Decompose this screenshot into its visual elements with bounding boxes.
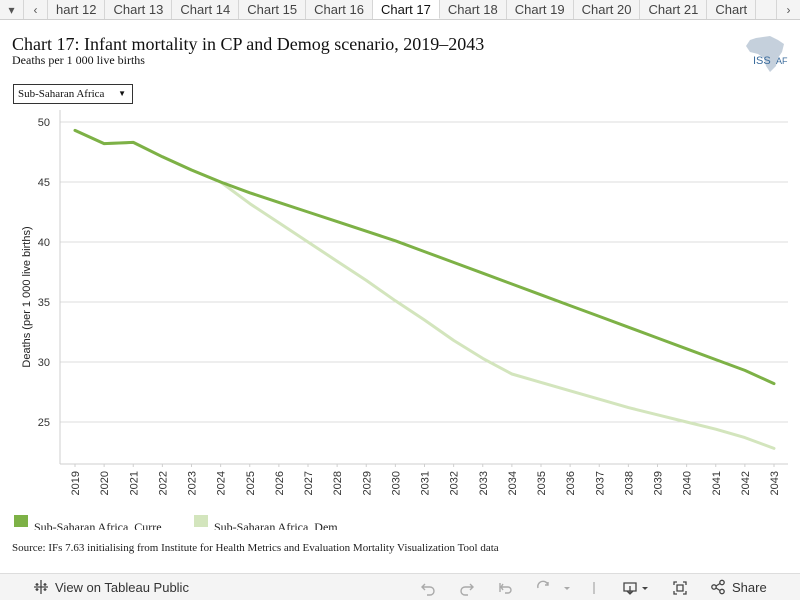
tab-chart-15[interactable]: Chart 15 — [239, 0, 307, 19]
legend: Sub-Saharan Africa, Curre Sub-Saharan Af… — [14, 514, 414, 530]
legend-swatch-current — [14, 515, 28, 527]
x-tick-label: 2027 — [303, 471, 315, 495]
x-tick-label: 2043 — [769, 471, 781, 495]
legend-item-demog[interactable]: Sub-Saharan Africa, Dem — [194, 514, 360, 530]
line-chart: 25 30 35 40 45 50 2019 2020 2021 2022 2023 2024 2025… — [21, 110, 788, 495]
y-tick-label: 25 — [38, 417, 50, 429]
view-on-tableau-public-label: View on Tableau Public — [55, 579, 189, 595]
legend-swatch-demog — [194, 515, 208, 527]
region-filter-value: Sub-Saharan Africa — [18, 88, 105, 100]
toolbar-divider — [593, 582, 595, 594]
chart-subtitle: Deaths per 1 000 live births — [12, 53, 145, 67]
tableau-footer: View on Tableau Public Share — [0, 573, 800, 600]
tab-chart-18[interactable]: Chart 18 — [440, 0, 507, 19]
download-menu-chevron-down-icon[interactable] — [640, 580, 650, 596]
y-tick-label: 35 — [38, 297, 50, 309]
series-line-current[interactable] — [73, 128, 776, 386]
sheet-tab-bar: ▾ ‹ hart 12 Chart 13 Chart 14 Chart 15 Chart… — [0, 0, 800, 20]
tab-menu-chevron-down-icon[interactable]: ▾ — [0, 0, 24, 19]
series-line-demog[interactable] — [73, 128, 776, 450]
y-tick-label: 30 — [38, 357, 50, 369]
x-tick-label: 2032 — [449, 471, 461, 495]
y-tick-label: 40 — [38, 237, 50, 249]
x-tick-label: 2019 — [70, 471, 82, 495]
tab-chart-17[interactable]: Chart 17 — [372, 0, 440, 19]
tableau-logo-icon — [34, 580, 48, 594]
x-tick-label: 2030 — [390, 471, 402, 495]
x-tick-label: 2026 — [274, 471, 286, 495]
revert-icon[interactable] — [498, 580, 514, 596]
x-tick-label: 2020 — [99, 471, 111, 495]
x-tick-label: 2025 — [245, 471, 257, 495]
share-button[interactable]: Share — [710, 579, 767, 595]
tab-chart-20[interactable]: Chart 20 — [574, 0, 641, 19]
region-filter-dropdown[interactable]: Sub-Saharan Africa ▼ — [13, 84, 133, 104]
x-tick-label: 2029 — [361, 471, 373, 495]
x-tick-label: 2042 — [740, 471, 752, 495]
x-tick-label: 2037 — [594, 471, 606, 495]
legend-label-demog: Sub-Saharan Africa, Dem — [214, 520, 338, 530]
share-label: Share — [732, 579, 767, 595]
axis-layer: 25 30 35 40 45 50 2019 2020 2021 2022 2023 2024 2025… — [38, 110, 788, 495]
x-tick-label: 2035 — [536, 471, 548, 495]
logo-text: ISS — [753, 55, 771, 67]
view-on-tableau-public-link[interactable]: View on Tableau Public — [33, 579, 189, 595]
y-tick-label: 45 — [38, 177, 50, 189]
tab-chart-14[interactable]: Chart 14 — [172, 0, 240, 19]
redo-icon[interactable] — [459, 580, 475, 596]
x-tick-label: 2038 — [623, 471, 635, 495]
source-note: Source: IFs 7.63 initialising from Insti… — [12, 542, 499, 554]
tab-hart-12[interactable]: hart 12 — [48, 0, 106, 19]
legend-item-current[interactable]: Sub-Saharan Africa, Curre — [14, 514, 180, 530]
tab-chart-19[interactable]: Chart 19 — [507, 0, 574, 19]
x-tick-label: 2028 — [332, 471, 344, 495]
x-tick-label: 2039 — [653, 471, 665, 495]
tab-list: hart 12 Chart 13 Chart 14 Chart 15 Chart 16 C… — [48, 0, 776, 19]
x-tick-label: 2034 — [507, 471, 519, 495]
iss-africa-logo: ISS AF — [746, 36, 788, 72]
chevron-down-icon: ▼ — [118, 89, 126, 98]
download-icon[interactable] — [622, 580, 638, 596]
refresh-icon[interactable] — [536, 580, 552, 596]
x-tick-label: 2041 — [711, 471, 723, 495]
x-tick-label: 2033 — [478, 471, 490, 495]
share-icon — [711, 579, 725, 595]
chart-title: Chart 17: Infant mortality in CP and Dem… — [12, 34, 485, 54]
tab-scroll-right-icon[interactable]: › — [776, 0, 800, 19]
tab-chart-13[interactable]: Chart 13 — [105, 0, 173, 19]
x-tick-label: 2040 — [682, 471, 694, 495]
x-tick-label: 2024 — [216, 471, 228, 495]
series-layer — [73, 128, 776, 450]
undo-icon[interactable] — [420, 580, 436, 596]
tab-scroll-left-icon[interactable]: ‹ — [24, 0, 48, 19]
x-tick-label: 2036 — [565, 471, 577, 495]
x-tick-label: 2023 — [187, 471, 199, 495]
legend-label-current: Sub-Saharan Africa, Curre — [34, 520, 162, 530]
logo-text-2: AF — [776, 56, 788, 66]
x-tick-label: 2031 — [420, 471, 432, 495]
tab-chart-21[interactable]: Chart 21 — [640, 0, 708, 19]
x-tick-label: 2022 — [157, 471, 169, 495]
refresh-menu-chevron-down-icon[interactable] — [562, 580, 572, 596]
y-axis-label: Deaths (per 1 000 live births) — [21, 226, 33, 367]
grid-layer — [60, 121, 788, 423]
tab-chart-16[interactable]: Chart 16 — [306, 0, 373, 19]
x-tick-label: 2021 — [128, 471, 140, 495]
fullscreen-icon[interactable] — [672, 580, 688, 596]
y-tick-label: 50 — [38, 117, 50, 129]
tab-chart[interactable]: Chart — [707, 0, 757, 19]
